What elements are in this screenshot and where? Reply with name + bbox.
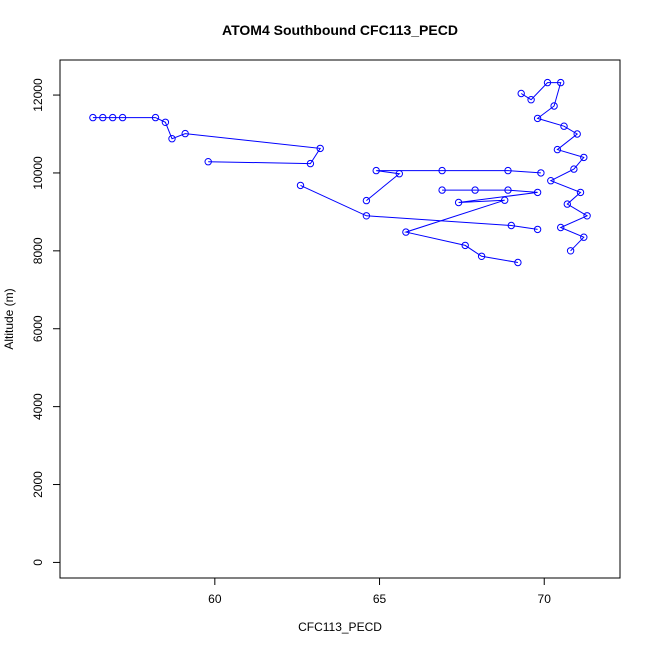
data-point: [99, 113, 107, 122]
data-point: [563, 200, 571, 208]
data-point: [372, 166, 380, 175]
data-point: [580, 153, 588, 162]
data-point: [527, 96, 535, 104]
x-tick-label: 60: [208, 592, 222, 606]
series-line: [404, 189, 538, 263]
data-point: [550, 102, 558, 110]
data-point: [204, 158, 212, 166]
y-tick-label: 2000: [31, 471, 45, 498]
data-point: [543, 78, 552, 87]
data-point: [89, 113, 97, 122]
y-tick-label: 12000: [31, 78, 45, 112]
data-point: [533, 188, 542, 197]
data-point: [553, 145, 562, 154]
data-point: [438, 186, 446, 194]
series-group: [296, 181, 542, 234]
data-point: [161, 118, 170, 127]
x-axis-label: CFC113_PECD: [298, 620, 382, 634]
data-point: [557, 223, 565, 232]
data-point: [537, 169, 545, 177]
data-point: [168, 135, 176, 143]
data-point: [402, 228, 410, 236]
data-point: [504, 186, 512, 194]
data-point: [517, 89, 525, 98]
y-axis-label: Altitude (m): [2, 288, 16, 349]
y-tick-label: 4000: [31, 393, 45, 420]
series-line: [366, 170, 541, 201]
data-point: [395, 170, 403, 178]
x-tick-label: 70: [538, 592, 552, 606]
y-tick-label: 0: [31, 559, 45, 566]
series-group: [402, 186, 542, 267]
data-point: [570, 165, 578, 173]
data-point: [533, 225, 542, 234]
data-point: [514, 258, 522, 267]
y-tick-label: 6000: [31, 315, 45, 342]
data-point: [580, 233, 588, 241]
data-point: [306, 159, 315, 168]
data-point: [181, 129, 189, 138]
data-point: [438, 166, 446, 175]
data-point: [566, 247, 575, 255]
data-point: [118, 113, 127, 122]
series-group: [362, 166, 545, 205]
data-point: [583, 212, 591, 220]
data-point: [557, 78, 565, 87]
y-tick-label: 10000: [31, 156, 45, 190]
data-point: [109, 113, 117, 122]
x-tick-label: 65: [373, 592, 387, 606]
data-point: [560, 122, 568, 130]
series-line: [92, 117, 322, 165]
data-point: [477, 252, 486, 260]
data-point: [461, 241, 469, 250]
data-point: [316, 144, 324, 153]
y-tick-label: 8000: [31, 237, 45, 264]
data-point: [501, 196, 509, 204]
x-axis: 60 65 70: [208, 577, 552, 606]
data-point: [151, 113, 160, 122]
data-point: [576, 188, 585, 197]
data-point: [573, 130, 581, 138]
data-point: [454, 198, 463, 207]
data-point: [504, 166, 512, 175]
series-group: [89, 113, 324, 168]
series-line: [520, 82, 589, 252]
data-series-layer: [89, 78, 591, 267]
chart-title: ATOM4 Southbound CFC113_PECD: [222, 22, 458, 38]
data-point: [507, 221, 515, 230]
data-point: [533, 114, 542, 123]
data-point: [296, 181, 305, 190]
data-point: [362, 196, 371, 205]
plot-box: [59, 59, 621, 579]
data-point: [547, 177, 555, 185]
y-axis: 0 2000 4000 6000 8000 10000 12000: [31, 78, 61, 566]
data-point: [362, 212, 371, 220]
data-point: [471, 186, 479, 194]
series-line: [300, 184, 538, 230]
series-group: [517, 78, 591, 255]
